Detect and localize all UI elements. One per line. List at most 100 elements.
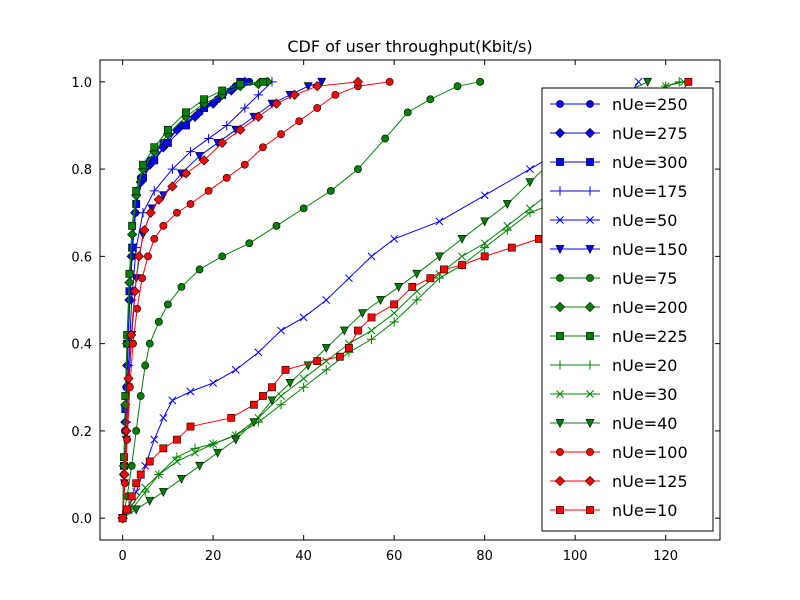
legend-label: nUe=20 xyxy=(612,356,677,375)
data-point xyxy=(180,168,192,179)
data-point xyxy=(167,164,178,174)
data-point xyxy=(203,133,214,144)
legend-label: nUe=200 xyxy=(612,298,688,317)
legend-marker xyxy=(586,448,594,456)
data-point xyxy=(458,252,466,261)
data-point xyxy=(153,194,164,205)
data-point xyxy=(480,239,489,248)
data-point xyxy=(149,186,159,196)
data-point xyxy=(535,235,543,243)
data-point xyxy=(136,470,145,479)
data-point xyxy=(127,492,136,501)
data-point xyxy=(154,470,163,479)
data-point xyxy=(390,234,399,243)
y-tick-label: 0.2 xyxy=(71,425,92,440)
legend-marker xyxy=(555,360,565,370)
data-point xyxy=(195,265,204,274)
data-point xyxy=(145,339,154,348)
x-tick-label: 80 xyxy=(476,549,493,564)
data-point xyxy=(249,400,258,409)
legend-item: nUe=150 xyxy=(550,240,688,259)
y-axis: 0.0 0.2 0.4 0.6 0.8 1.0 xyxy=(71,76,720,527)
data-point xyxy=(132,427,141,435)
legend-marker xyxy=(584,301,596,313)
data-point xyxy=(209,378,218,387)
legend-item: nUe=275 xyxy=(550,124,688,143)
data-point xyxy=(253,90,264,100)
legend-item: nUe=100 xyxy=(550,443,688,462)
data-point xyxy=(267,396,277,406)
data-point xyxy=(127,461,136,470)
data-point xyxy=(507,243,516,252)
data-point xyxy=(434,273,445,283)
data-point xyxy=(200,95,208,104)
data-point xyxy=(317,77,327,87)
data-point xyxy=(312,81,323,92)
legend-item: nUe=40 xyxy=(550,414,677,433)
legend-marker xyxy=(586,100,594,108)
legend-marker xyxy=(584,475,596,487)
legend-label: nUe=250 xyxy=(612,95,688,114)
legend-item: nUe=125 xyxy=(550,472,688,491)
data-point xyxy=(222,120,232,131)
x-tick-label: 120 xyxy=(653,549,678,564)
data-point xyxy=(186,422,195,431)
data-point xyxy=(231,365,240,374)
data-point xyxy=(132,479,141,488)
data-point xyxy=(172,457,181,466)
data-point xyxy=(354,165,362,173)
legend-item: nUe=200 xyxy=(550,298,688,317)
series-nue-75 xyxy=(118,77,485,523)
legend-item: nUe=10 xyxy=(550,501,677,520)
legend-marker xyxy=(586,158,594,166)
data-point xyxy=(123,373,134,384)
legend-marker xyxy=(555,419,565,428)
data-point xyxy=(120,453,128,461)
legend-label: nUe=150 xyxy=(612,240,688,259)
legend-label: nUe=10 xyxy=(612,501,677,520)
data-point xyxy=(139,225,150,236)
legend: nUe=250 nUe=275 nUe=300 nUe=175 nUe=50 nUe=15… xyxy=(541,87,714,532)
data-point xyxy=(354,326,362,335)
data-point xyxy=(525,204,534,213)
legend-item: nUe=300 xyxy=(550,153,688,172)
data-point xyxy=(408,283,417,291)
series-nue-125 xyxy=(117,76,364,524)
data-point xyxy=(158,488,168,497)
data-point xyxy=(163,300,172,309)
data-point xyxy=(480,217,490,227)
data-point xyxy=(121,425,132,437)
data-point xyxy=(136,392,145,400)
data-point xyxy=(259,392,267,400)
legend-label: nUe=30 xyxy=(612,385,677,404)
data-point xyxy=(503,221,512,230)
data-point xyxy=(120,479,129,488)
legend-marker xyxy=(586,390,594,398)
legend-marker xyxy=(555,186,565,196)
legend-label: nUe=100 xyxy=(612,443,688,462)
data-point xyxy=(235,124,246,135)
data-point xyxy=(129,286,140,297)
legend-label: nUe=40 xyxy=(612,414,677,433)
data-point xyxy=(367,313,376,322)
data-point xyxy=(227,413,236,422)
data-point xyxy=(457,235,467,244)
x-tick-label: 40 xyxy=(295,549,312,564)
data-point xyxy=(253,111,264,122)
data-point xyxy=(634,77,643,86)
data-point xyxy=(185,146,196,157)
data-point xyxy=(277,326,285,335)
legend-marker xyxy=(584,127,596,139)
data-point xyxy=(412,295,422,305)
data-point xyxy=(168,396,177,405)
data-point xyxy=(177,475,186,484)
data-point xyxy=(358,309,367,319)
data-point xyxy=(502,225,512,235)
data-point xyxy=(133,304,142,313)
legend-marker xyxy=(554,475,566,487)
data-point xyxy=(684,77,693,86)
data-point xyxy=(182,121,190,130)
x-tick-label: 0 xyxy=(118,549,126,564)
plot-frame xyxy=(99,59,721,541)
